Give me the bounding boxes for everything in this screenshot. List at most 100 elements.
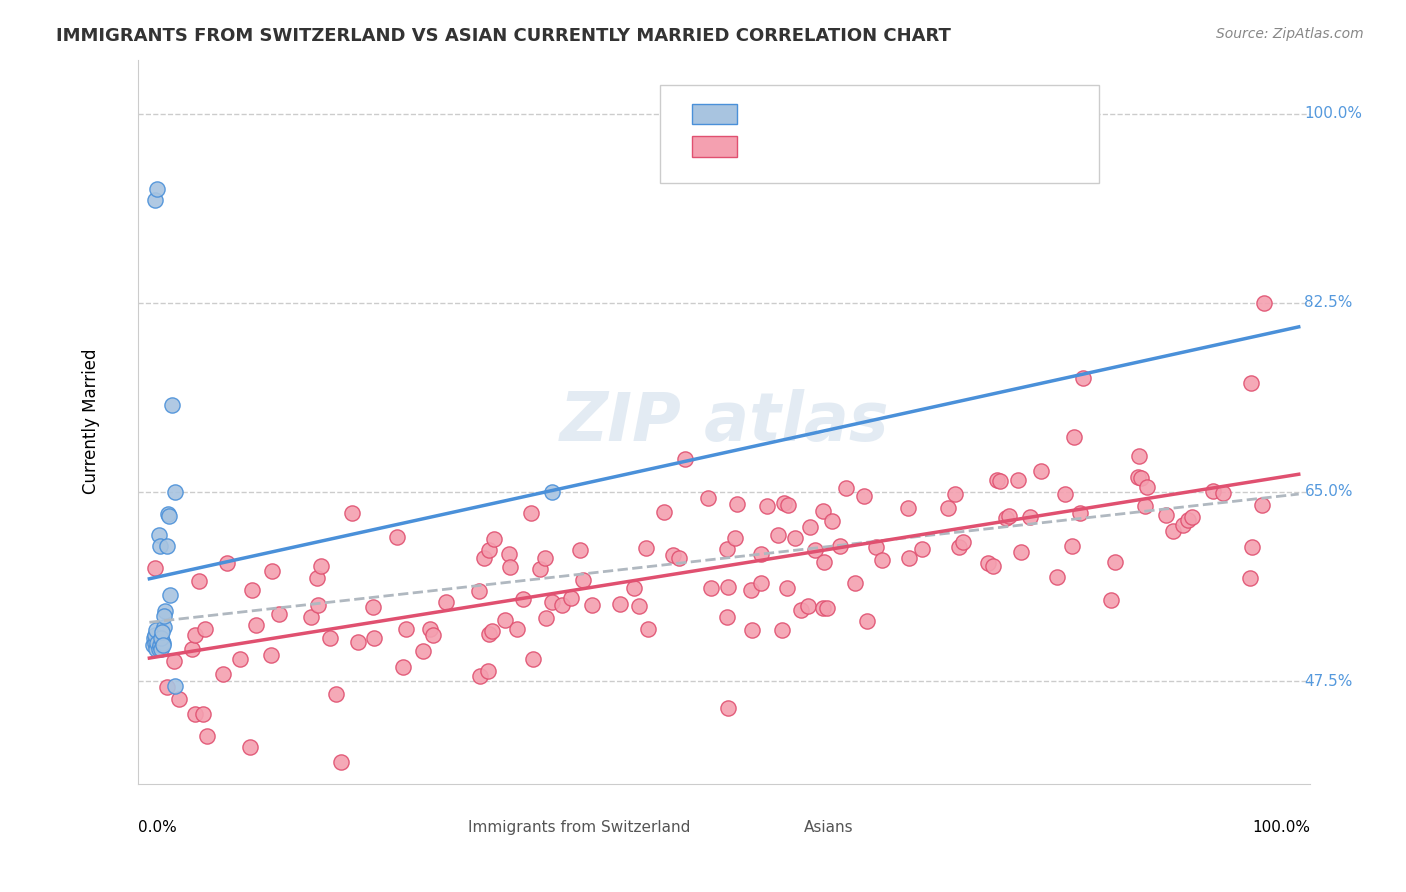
Point [307, 598, 329, 612]
Point [741, 623, 763, 637]
Point [717, 580, 740, 594]
Text: Source: ZipAtlas.com: Source: ZipAtlas.com [1216, 27, 1364, 41]
Point [156, 507, 179, 521]
Point [163, 680, 186, 694]
Text: 82.5%: 82.5% [1305, 295, 1353, 310]
Point [815, 601, 838, 615]
Point [673, 452, 696, 467]
Point [477, 665, 499, 679]
Point [385, 530, 408, 544]
Point [1099, 593, 1122, 607]
Text: 65.0%: 65.0% [1305, 484, 1353, 500]
Point [329, 755, 352, 769]
Point [844, 576, 866, 591]
Point [550, 598, 572, 612]
Point [778, 498, 800, 512]
Point [534, 611, 557, 625]
Point [1063, 430, 1085, 444]
Point [749, 576, 772, 591]
Point [346, 635, 368, 649]
Point [981, 558, 1004, 573]
Point [911, 542, 934, 557]
Point [412, 643, 434, 657]
Point [392, 660, 415, 674]
Point [740, 583, 762, 598]
Point [988, 474, 1011, 488]
Point [149, 638, 172, 652]
Point [156, 539, 179, 553]
FancyBboxPatch shape [759, 822, 794, 840]
Point [1053, 487, 1076, 501]
Point [724, 531, 747, 545]
Text: 47.5%: 47.5% [1305, 673, 1353, 689]
Point [811, 600, 834, 615]
Point [534, 550, 557, 565]
Point [143, 631, 166, 645]
Point [363, 599, 385, 614]
Point [696, 491, 718, 505]
Point [183, 706, 205, 721]
Point [150, 634, 173, 648]
Point [468, 669, 491, 683]
Point [766, 528, 789, 542]
Point [512, 591, 534, 606]
Point [952, 535, 974, 549]
Point [717, 701, 740, 715]
Point [1104, 555, 1126, 569]
Point [797, 599, 820, 614]
Point [977, 556, 1000, 570]
Point [700, 581, 723, 595]
Point [662, 548, 685, 562]
Point [1062, 539, 1084, 553]
Point [478, 627, 501, 641]
Point [571, 573, 593, 587]
Point [716, 542, 738, 557]
Point [494, 613, 516, 627]
Point [623, 581, 645, 595]
Point [1129, 470, 1152, 484]
Point [499, 560, 522, 574]
FancyBboxPatch shape [692, 103, 737, 124]
Point [167, 692, 190, 706]
FancyBboxPatch shape [692, 136, 737, 157]
Point [1069, 507, 1091, 521]
Text: 100.0%: 100.0% [1305, 106, 1362, 121]
Point [770, 623, 793, 637]
Point [872, 552, 894, 566]
Point [834, 481, 856, 495]
Point [159, 588, 181, 602]
Point [188, 574, 211, 589]
Point [668, 550, 690, 565]
Point [434, 595, 457, 609]
Point [716, 609, 738, 624]
Point [143, 193, 166, 207]
Point [239, 739, 262, 754]
Point [162, 399, 184, 413]
Point [828, 539, 851, 553]
Text: IMMIGRANTS FROM SWITZERLAND VS ASIAN CURRENTLY MARRIED CORRELATION CHART: IMMIGRANTS FROM SWITZERLAND VS ASIAN CUR… [56, 27, 950, 45]
Point [145, 641, 167, 656]
Point [143, 561, 166, 575]
Point [1161, 524, 1184, 538]
Point [560, 591, 582, 606]
Point [785, 531, 807, 545]
Point [1253, 295, 1275, 310]
Point [267, 607, 290, 621]
Point [897, 500, 920, 515]
Point [146, 636, 169, 650]
Point [142, 638, 165, 652]
Point [1019, 510, 1042, 524]
Point [163, 484, 186, 499]
Point [149, 631, 172, 645]
Point [481, 624, 503, 638]
Point [152, 638, 174, 652]
Point [363, 632, 385, 646]
Point [1250, 498, 1272, 512]
Point [240, 582, 263, 597]
Point [799, 520, 821, 534]
Point [1031, 464, 1053, 478]
Point [998, 509, 1021, 524]
Point [865, 541, 887, 555]
Point [419, 622, 441, 636]
Point [145, 624, 167, 638]
